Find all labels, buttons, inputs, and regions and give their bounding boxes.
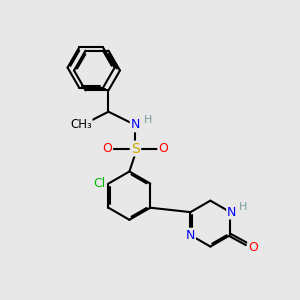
- Text: Cl: Cl: [93, 177, 105, 190]
- Text: S: S: [131, 142, 140, 155]
- Text: O: O: [102, 142, 112, 155]
- Text: N: N: [227, 206, 236, 219]
- Text: O: O: [248, 241, 258, 254]
- Text: O: O: [158, 142, 168, 155]
- Text: H: H: [239, 202, 248, 212]
- Text: N: N: [130, 118, 140, 131]
- Text: N: N: [186, 229, 195, 242]
- Text: CH₃: CH₃: [70, 118, 92, 131]
- Text: H: H: [143, 115, 152, 125]
